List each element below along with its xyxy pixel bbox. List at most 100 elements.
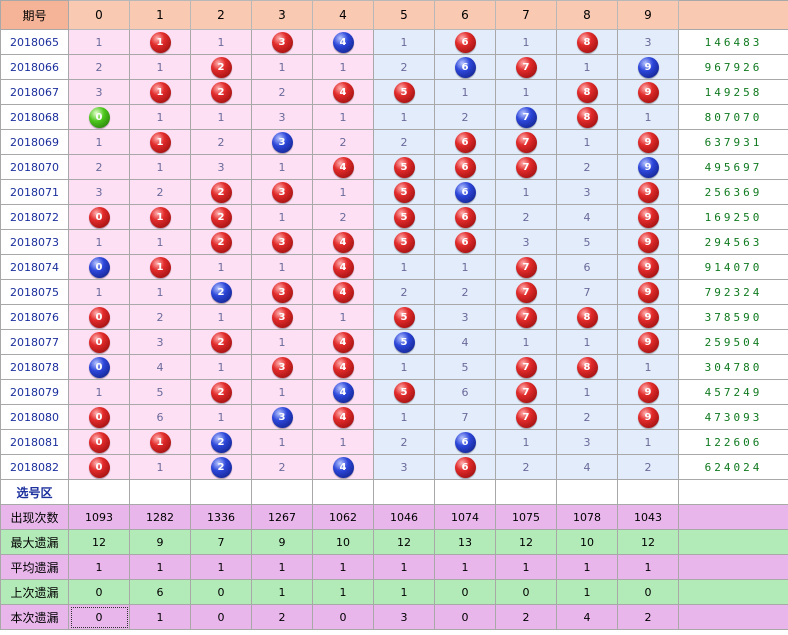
table-row: 2018065 1 1 1 3 4 1 6 1 8 3 146483	[0, 29, 788, 55]
digit-cell-0: 1	[68, 29, 130, 55]
digit-cell-2: 2	[190, 79, 252, 105]
stat-value: 1336	[190, 504, 252, 530]
stat-value: 0	[190, 579, 252, 605]
digit-cell-2: 1	[190, 29, 252, 55]
stat-label: 本次遗漏	[0, 604, 69, 630]
digit-cell-6: 6	[434, 29, 496, 55]
digit-cell-3: 1	[251, 154, 313, 180]
red-ball-icon: 4	[332, 81, 354, 103]
red-ball-icon: 3	[271, 231, 293, 253]
header-digit-5[interactable]: 5	[373, 0, 435, 30]
header-result	[678, 0, 788, 30]
select-cell-0[interactable]	[68, 479, 130, 505]
digit-cell-6: 1	[434, 79, 496, 105]
stat-row: 本次遗漏 0 1 0 2 0 3 0 2 4 2	[0, 604, 788, 630]
digit-cell-2: 2	[190, 429, 252, 455]
red-ball-icon: 9	[637, 381, 659, 403]
digit-cell-6: 6	[434, 129, 496, 155]
red-ball-icon: 8	[576, 306, 598, 328]
stat-value: 0	[68, 579, 130, 605]
stat-label: 平均遗漏	[0, 554, 69, 580]
digit-cell-9: 9	[617, 204, 679, 230]
stat-value: 1	[129, 554, 191, 580]
header-digit-2[interactable]: 2	[190, 0, 252, 30]
digit-cell-7: 7	[495, 354, 557, 380]
digit-cell-4: 2	[312, 129, 374, 155]
stat-value: 1267	[251, 504, 313, 530]
select-cell-4[interactable]	[312, 479, 374, 505]
digit-cell-2: 2	[190, 129, 252, 155]
stat-value: 12	[495, 529, 557, 555]
stat-value: 1	[495, 554, 557, 580]
period-number: 2018076	[0, 304, 69, 330]
table-row: 2018072 0 1 2 1 2 5 6 2 4 9 169250	[0, 204, 788, 230]
header-digit-9[interactable]: 9	[617, 0, 679, 30]
select-zone-label: 选号区	[0, 479, 69, 505]
digit-cell-5: 5	[373, 379, 435, 405]
header-period[interactable]: 期号	[0, 0, 69, 30]
digit-cell-8: 8	[556, 104, 618, 130]
period-number: 2018073	[0, 229, 69, 255]
digit-cell-5: 5	[373, 204, 435, 230]
digit-cell-5: 2	[373, 279, 435, 305]
select-cell-8[interactable]	[556, 479, 618, 505]
header-row: 期号 0 1 2 3 4 5 6 7 8 9	[0, 0, 788, 30]
select-cell-5[interactable]	[373, 479, 435, 505]
period-number: 2018072	[0, 204, 69, 230]
select-cell-9[interactable]	[617, 479, 679, 505]
digit-cell-6: 2	[434, 279, 496, 305]
header-digit-6[interactable]: 6	[434, 0, 496, 30]
digit-cell-0: 0	[68, 329, 130, 355]
digit-cell-0: 0	[68, 254, 130, 280]
table-row: 2018073 1 1 2 3 4 5 6 3 5 9 294563	[0, 229, 788, 255]
select-cell-2[interactable]	[190, 479, 252, 505]
digit-cell-6: 6	[434, 454, 496, 480]
select-cell-1[interactable]	[129, 479, 191, 505]
header-digit-8[interactable]: 8	[556, 0, 618, 30]
red-ball-icon: 0	[88, 306, 110, 328]
stat-value: 1075	[495, 504, 557, 530]
digit-cell-6: 2	[434, 104, 496, 130]
header-digit-3[interactable]: 3	[251, 0, 313, 30]
digit-cell-4: 4	[312, 404, 374, 430]
digit-cell-9: 9	[617, 304, 679, 330]
draw-result: 304780	[678, 354, 788, 380]
period-number: 2018068	[0, 104, 69, 130]
blue-ball-icon: 4	[332, 456, 354, 478]
red-ball-icon: 2	[210, 56, 232, 78]
stat-value: 0	[68, 604, 130, 630]
red-ball-icon: 8	[576, 106, 598, 128]
stat-value: 1	[129, 604, 191, 630]
select-cell-7[interactable]	[495, 479, 557, 505]
digit-cell-8: 7	[556, 279, 618, 305]
draw-result: 637931	[678, 129, 788, 155]
digit-cell-9: 1	[617, 429, 679, 455]
stat-row: 出现次数 1093 1282 1336 1267 1062 1046 1074 1075 1078…	[0, 504, 788, 530]
red-ball-icon: 1	[149, 31, 171, 53]
digit-cell-2: 1	[190, 404, 252, 430]
digit-cell-1: 1	[129, 429, 191, 455]
header-digit-4[interactable]: 4	[312, 0, 374, 30]
stat-value: 1078	[556, 504, 618, 530]
select-cell-6[interactable]	[434, 479, 496, 505]
table-row: 2018082 0 1 2 2 4 3 6 2 4 2 624024	[0, 454, 788, 480]
digit-cell-8: 8	[556, 354, 618, 380]
stat-value: 1	[68, 554, 130, 580]
header-digit-0[interactable]: 0	[68, 0, 130, 30]
header-digit-7[interactable]: 7	[495, 0, 557, 30]
red-ball-icon: 7	[515, 156, 537, 178]
red-ball-icon: 8	[576, 356, 598, 378]
red-ball-icon: 7	[515, 256, 537, 278]
select-cell-3[interactable]	[251, 479, 313, 505]
digit-cell-8: 8	[556, 29, 618, 55]
header-digit-1[interactable]: 1	[129, 0, 191, 30]
blue-ball-icon: 4	[332, 31, 354, 53]
table-row: 2018066 2 1 2 1 1 2 6 7 1 9 967926	[0, 54, 788, 80]
digit-cell-5: 5	[373, 304, 435, 330]
digit-cell-5: 2	[373, 129, 435, 155]
digit-cell-8: 1	[556, 329, 618, 355]
digit-cell-5: 5	[373, 329, 435, 355]
digit-cell-1: 1	[129, 54, 191, 80]
digit-cell-3: 1	[251, 329, 313, 355]
